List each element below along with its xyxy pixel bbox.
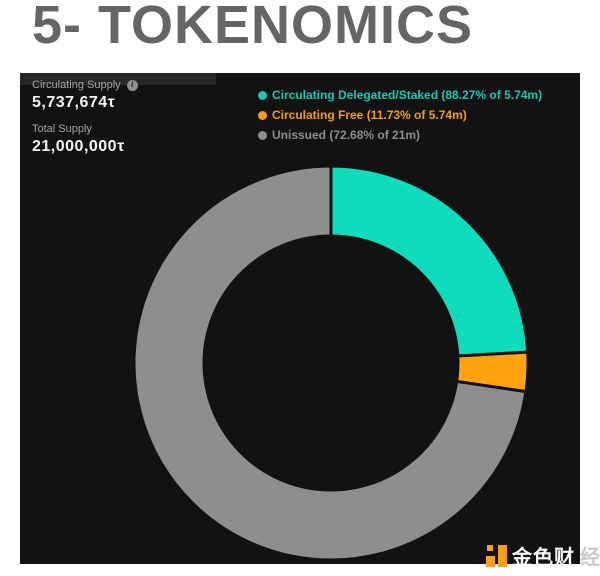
legend-dot-circulating-free-icon — [258, 110, 267, 120]
legend-label-unissued: Unissued (72.68% of 21m) — [272, 128, 421, 142]
legend-label-circulating-free: Circulating Free (11.73% of 5.74m) — [272, 108, 467, 122]
watermark-text: 金色财 — [512, 547, 575, 569]
total-supply-label: Total Supply — [32, 123, 92, 135]
chart-legend: Circulating Delegated/Staked (88.27% of … — [258, 88, 542, 148]
circulating-supply-value: 5,737,674τ — [32, 94, 116, 111]
legend-label-delegated-staked: Circulating Delegated/Staked (88.27% of … — [272, 88, 543, 102]
legend-item-circulating-free[interactable]: Circulating Free (11.73% of 5.74m) — [258, 108, 542, 122]
supply-stats: Circulating Supply i 5,737,674τ Total Su… — [32, 78, 138, 166]
donut-segment[interactable] — [329, 164, 530, 358]
donut-chart — [132, 164, 530, 562]
legend-dot-unissued-icon — [258, 130, 267, 140]
total-supply-value: 21,000,000τ — [32, 138, 125, 155]
tokenomics-panel: Circulating Supply i 5,737,674τ Total Su… — [20, 73, 600, 569]
legend-dot-delegated-staked-icon — [258, 90, 267, 100]
legend-item-unissued[interactable]: Unissued (72.68% of 21m) — [258, 128, 542, 142]
page-title: 5- TOKENOMICS — [32, 0, 474, 55]
golden-finance-logo-icon — [486, 544, 507, 567]
panel-top-strip — [20, 73, 216, 85]
donut-segment[interactable] — [132, 164, 528, 562]
circulating-supply-label: Circulating Supply — [32, 79, 121, 91]
watermark-text-tail: 经 — [580, 547, 600, 569]
legend-item-delegated-staked[interactable]: Circulating Delegated/Staked (88.27% of … — [258, 88, 542, 102]
golden-finance-watermark: 金色财 经 — [486, 541, 600, 570]
info-icon[interactable]: i — [126, 79, 138, 91]
